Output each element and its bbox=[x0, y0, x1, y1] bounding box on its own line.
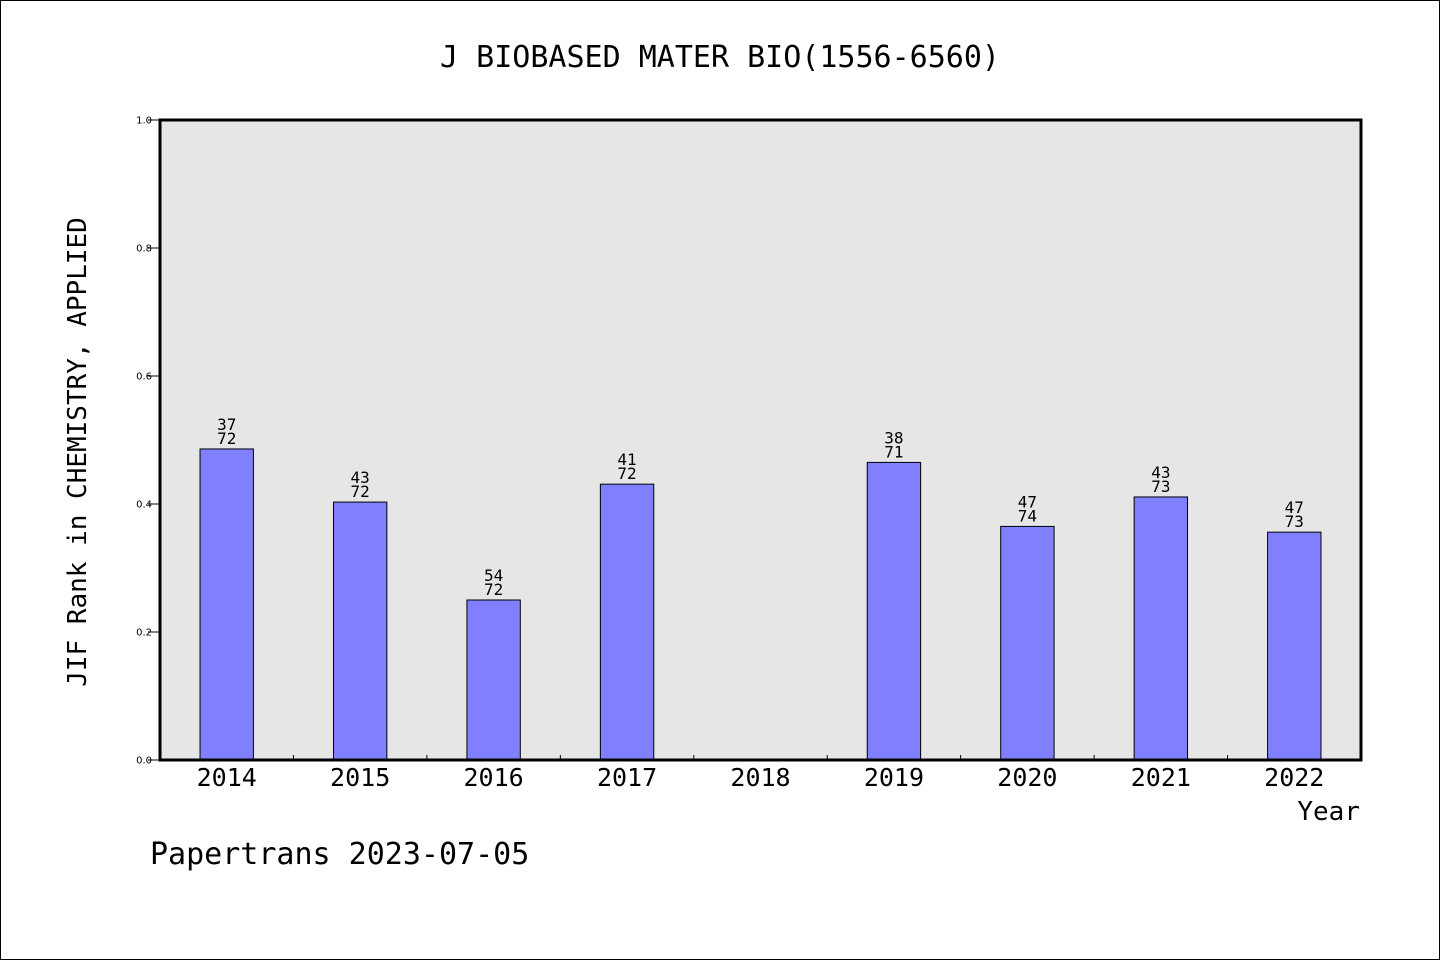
rank-label: 37 bbox=[217, 415, 236, 434]
total-label: 74 bbox=[1018, 506, 1037, 525]
total-label: 72 bbox=[217, 429, 236, 448]
y-tick-label: 0.6 bbox=[136, 372, 152, 383]
chart-title: J BIOBASED MATER BIO(1556-6560) bbox=[440, 40, 1000, 75]
bar-2015 bbox=[332, 501, 388, 761]
bar-2016 bbox=[466, 599, 521, 761]
y-axis: 0.0 0.2 0.4 0.6 0.8 1.0 bbox=[136, 116, 160, 767]
x-tick-label: 2022 bbox=[1264, 763, 1324, 792]
x-tick-label: 2018 bbox=[730, 763, 790, 792]
y-tick-label: 0.8 bbox=[136, 244, 152, 255]
footer-source-date: Papertrans 2023-07-05 bbox=[150, 837, 529, 872]
x-tick-label: 2020 bbox=[997, 763, 1057, 792]
x-tick-label: 2016 bbox=[464, 763, 524, 792]
x-tick-label: 2017 bbox=[597, 763, 657, 792]
rank-label: 38 bbox=[884, 428, 903, 447]
bar-2022 bbox=[1267, 531, 1322, 761]
y-tick-label: 0.2 bbox=[136, 628, 152, 639]
x-tick-label: 2014 bbox=[197, 763, 257, 792]
total-label: 72 bbox=[351, 482, 370, 501]
rank-label: 54 bbox=[484, 566, 503, 585]
y-tick-label: 0.0 bbox=[136, 756, 152, 767]
bar-2020 bbox=[1000, 525, 1055, 761]
total-label: 72 bbox=[617, 464, 636, 483]
y-tick-label: 0.4 bbox=[136, 500, 152, 511]
rank-label: 43 bbox=[1151, 463, 1170, 482]
x-axis: 2014 2015 2016 2017 2018 2019 2020 2021 2022 bbox=[197, 755, 1324, 792]
bar-2017 bbox=[599, 483, 655, 761]
rank-label: 47 bbox=[1285, 498, 1304, 517]
x-tick-label: 2021 bbox=[1131, 763, 1191, 792]
y-tick-label: 1.0 bbox=[136, 116, 152, 127]
bar-2014 bbox=[199, 448, 254, 761]
total-label: 73 bbox=[1151, 477, 1170, 496]
bar-2019 bbox=[866, 461, 922, 761]
total-label: 72 bbox=[484, 580, 503, 599]
x-tick-label: 2019 bbox=[864, 763, 924, 792]
y-axis-title: JIF Rank in CHEMISTRY, APPLIED bbox=[63, 217, 93, 687]
bars-layer bbox=[199, 448, 1322, 761]
rank-label: 43 bbox=[351, 468, 370, 487]
total-label: 73 bbox=[1285, 512, 1304, 531]
total-label: 71 bbox=[884, 442, 903, 461]
bar-2021 bbox=[1133, 496, 1189, 761]
x-tick-label: 2015 bbox=[330, 763, 390, 792]
rank-label: 41 bbox=[617, 450, 636, 469]
rank-label: 47 bbox=[1018, 492, 1037, 511]
plot-border bbox=[158, 118, 1363, 762]
x-axis-title: Year bbox=[1297, 797, 1360, 827]
